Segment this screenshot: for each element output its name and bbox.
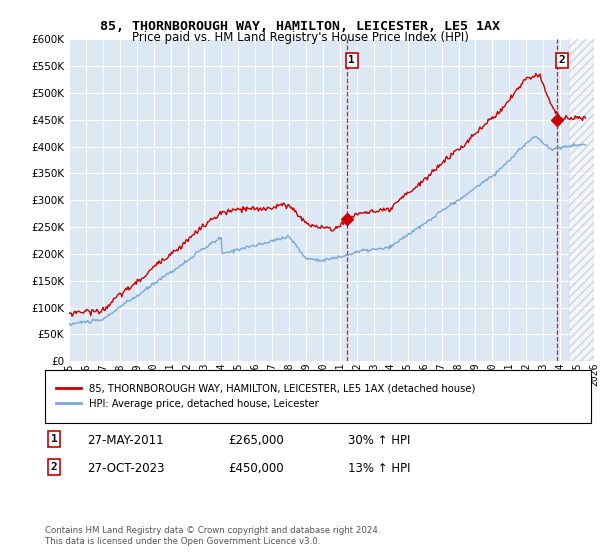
Text: 13% ↑ HPI: 13% ↑ HPI [348, 462, 410, 475]
Text: 27-OCT-2023: 27-OCT-2023 [87, 462, 164, 475]
Text: £265,000: £265,000 [228, 434, 284, 447]
Legend: 85, THORNBOROUGH WAY, HAMILTON, LEICESTER, LE5 1AX (detached house), HPI: Averag: 85, THORNBOROUGH WAY, HAMILTON, LEICESTE… [50, 377, 481, 415]
Text: Price paid vs. HM Land Registry's House Price Index (HPI): Price paid vs. HM Land Registry's House … [131, 31, 469, 44]
Text: 1: 1 [50, 434, 58, 444]
Text: 2: 2 [50, 462, 58, 472]
Text: Contains HM Land Registry data © Crown copyright and database right 2024.
This d: Contains HM Land Registry data © Crown c… [45, 526, 380, 546]
Text: £450,000: £450,000 [228, 462, 284, 475]
Bar [569, 39, 594, 361]
Text: 2: 2 [559, 55, 565, 66]
Text: 1: 1 [349, 55, 355, 66]
Text: 27-MAY-2011: 27-MAY-2011 [87, 434, 164, 447]
Text: 85, THORNBOROUGH WAY, HAMILTON, LEICESTER, LE5 1AX: 85, THORNBOROUGH WAY, HAMILTON, LEICESTE… [100, 20, 500, 32]
Text: 30% ↑ HPI: 30% ↑ HPI [348, 434, 410, 447]
